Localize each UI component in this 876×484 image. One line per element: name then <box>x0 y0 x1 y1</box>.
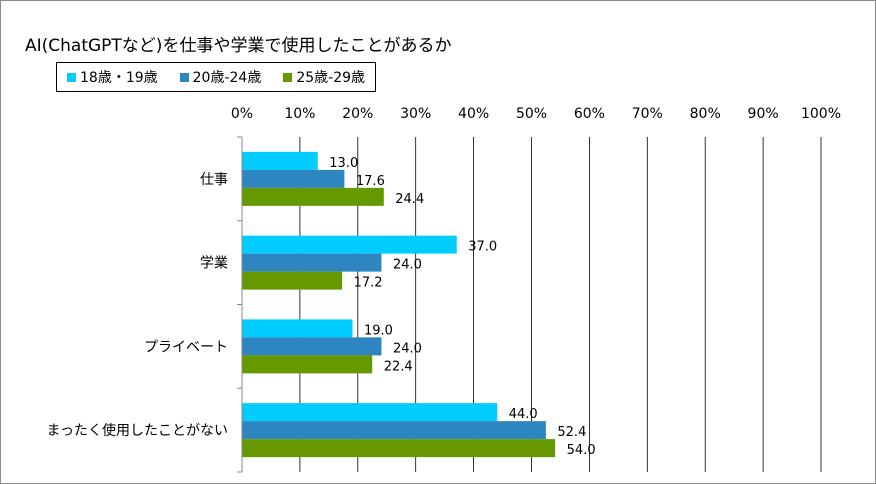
x-tick-label: 90% <box>748 106 779 122</box>
bar <box>242 187 384 206</box>
data-label: 19.0 <box>364 323 393 338</box>
bar <box>242 355 373 374</box>
bar <box>242 439 556 458</box>
x-tick-label: 80% <box>690 106 721 122</box>
data-label: 24.0 <box>393 341 422 356</box>
bar <box>242 271 343 290</box>
x-tick-label: 10% <box>284 106 315 122</box>
category-label: まったく使用したことがない <box>47 422 228 439</box>
legend-item: 20歳-24歳 <box>179 67 262 87</box>
bar <box>242 319 353 338</box>
data-label: 54.0 <box>567 443 596 458</box>
chart-title: AI(ChatGPTなど)を仕事や学業で使用したことがあるか <box>25 36 452 56</box>
legend-label: 20歳-24歳 <box>192 70 262 86</box>
bar <box>242 421 546 440</box>
legend-swatch <box>283 72 293 82</box>
x-tick-label: 30% <box>400 106 431 122</box>
bar <box>242 403 498 422</box>
legend-swatch <box>67 72 76 82</box>
data-label: 13.0 <box>329 156 358 171</box>
bar <box>242 151 318 170</box>
data-label: 17.2 <box>354 276 383 291</box>
bar <box>242 169 345 188</box>
x-tick-label: 40% <box>458 106 489 122</box>
category-label: 学業 <box>200 256 228 272</box>
x-tick-label: 50% <box>516 106 547 122</box>
x-tick-label: 70% <box>632 106 663 122</box>
category-label: 仕事 <box>200 172 228 188</box>
legend-item: 18歳・19歳 <box>67 67 158 87</box>
x-tick-label: 20% <box>342 106 373 122</box>
legend-label: 25歳-29歳 <box>296 70 366 86</box>
data-label: 24.4 <box>395 192 424 207</box>
legend-swatch <box>179 72 189 82</box>
x-tick-label: 100% <box>801 106 841 122</box>
data-label: 22.4 <box>384 359 413 374</box>
data-label: 24.0 <box>393 258 422 273</box>
x-tick-label: 60% <box>574 106 605 122</box>
data-label: 52.4 <box>557 425 586 440</box>
chart-legend: 18歳・19歳 20歳-24歳 25歳-29歳 <box>56 62 377 92</box>
legend-item: 25歳-29歳 <box>283 67 365 87</box>
bar <box>242 253 382 272</box>
data-label: 37.0 <box>468 240 497 255</box>
data-label: 17.6 <box>356 174 385 189</box>
bar <box>242 235 457 254</box>
x-tick-label: 0% <box>231 106 253 122</box>
bar <box>242 337 382 356</box>
category-label: プライベート <box>144 339 228 355</box>
data-label: 44.0 <box>509 407 538 422</box>
legend-label: 18歳・19歳 <box>80 70 158 86</box>
